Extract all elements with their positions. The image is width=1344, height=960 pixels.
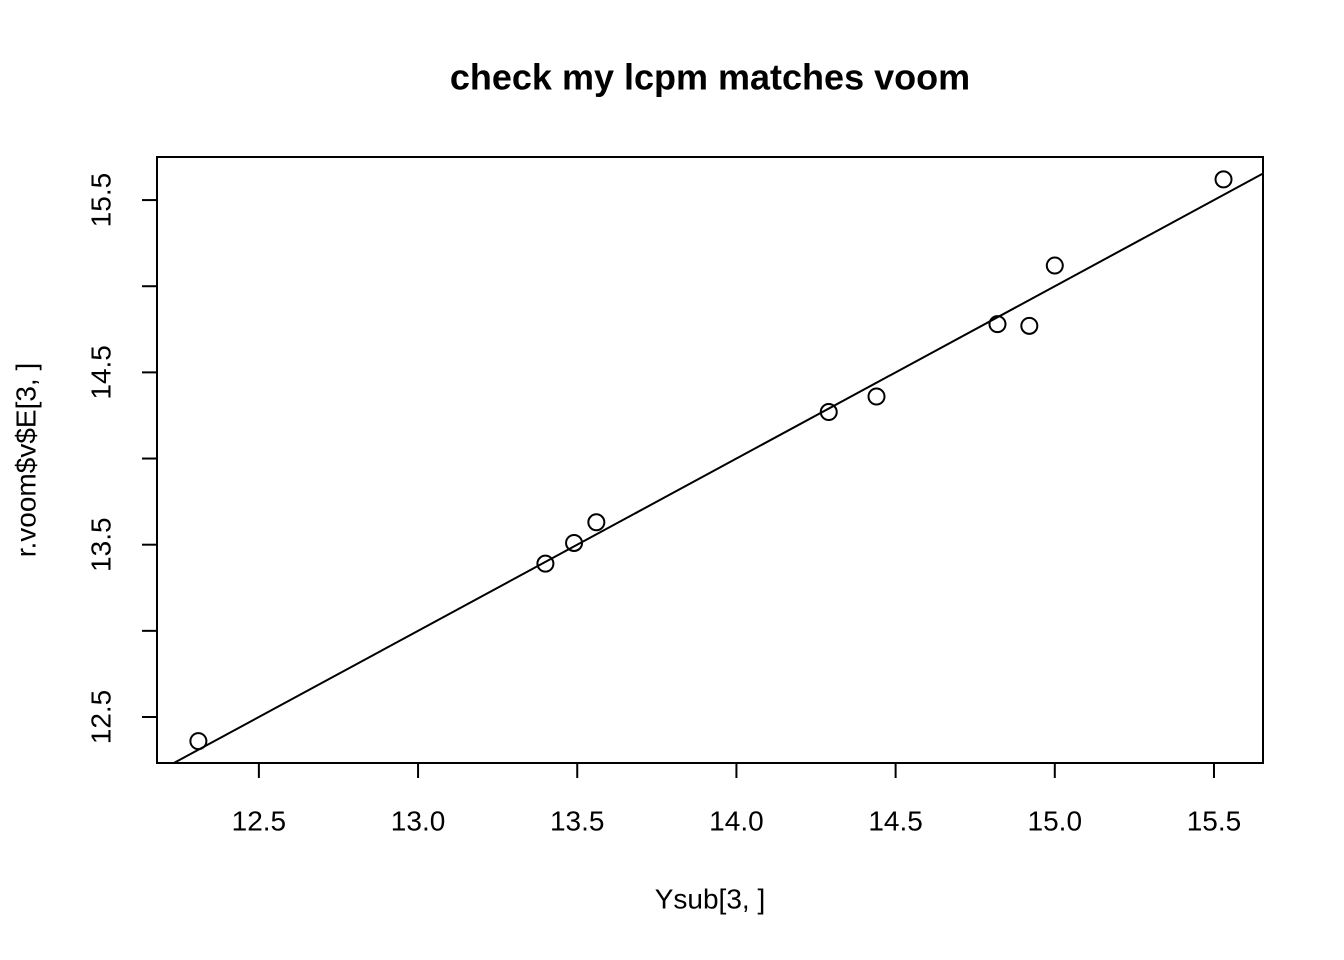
point — [1045, 256, 1064, 275]
chart-title: check my lcpm matches voom — [450, 57, 970, 98]
x-tick-label: 13.0 — [391, 805, 446, 836]
x-tick-label: 15.5 — [1187, 805, 1242, 836]
x-tick-label: 12.5 — [232, 805, 287, 836]
x-tick-label: 14.0 — [709, 805, 764, 836]
point — [587, 513, 606, 532]
point — [1214, 170, 1233, 189]
y-tick-label: 15.5 — [85, 173, 116, 228]
x-tick-label: 14.5 — [868, 805, 923, 836]
y-tick-label: 14.5 — [85, 345, 116, 400]
point — [1020, 316, 1039, 335]
point — [189, 732, 208, 751]
point — [536, 554, 555, 573]
point — [565, 533, 584, 552]
x-tick-label: 15.0 — [1028, 805, 1083, 836]
point — [867, 387, 886, 406]
x-axis-title: Ysub[3, ] — [655, 883, 766, 914]
plot-frame — [156, 156, 1264, 764]
reference-line — [171, 172, 1263, 763]
point — [819, 403, 838, 422]
y-tick-label: 13.5 — [85, 517, 116, 572]
point — [988, 315, 1007, 334]
y-axis-title: r.voom$v$E[3, ] — [10, 363, 41, 558]
x-tick-label: 13.5 — [550, 805, 605, 836]
y-tick-label: 12.5 — [85, 690, 116, 745]
